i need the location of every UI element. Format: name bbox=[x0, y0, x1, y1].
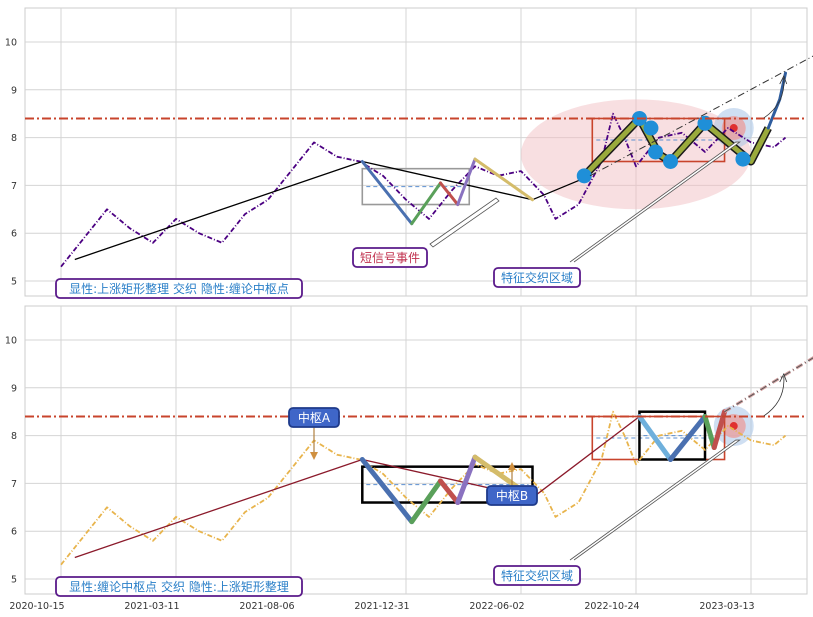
y-tick-label: 6 bbox=[11, 229, 17, 240]
zone-label-box bbox=[493, 565, 581, 586]
curve-arrow-head bbox=[779, 373, 788, 383]
segment-stroke bbox=[702, 413, 717, 451]
zone-label: 特征交织区域 bbox=[501, 568, 573, 583]
y-tick-label: 8 bbox=[11, 133, 17, 144]
segment-stroke bbox=[360, 160, 414, 226]
zhongshu-b-pointer-head bbox=[508, 462, 516, 470]
zone-arrow bbox=[569, 439, 741, 561]
x-tick-label: 2023-03-13 bbox=[699, 601, 754, 612]
pivot-dot bbox=[643, 120, 659, 136]
zhongshu-b-label-box bbox=[486, 485, 538, 506]
x-tick-label: 2020-10-15 bbox=[9, 601, 64, 612]
segment-stroke bbox=[456, 157, 477, 207]
panel-label-box bbox=[55, 576, 303, 597]
event-label-box bbox=[352, 247, 428, 268]
y-tick-label: 10 bbox=[5, 336, 17, 347]
zone-label-box bbox=[493, 267, 581, 288]
pivot-dot bbox=[735, 151, 751, 167]
y-tick-label: 10 bbox=[5, 38, 17, 49]
x-tick-label: 2021-08-06 bbox=[239, 601, 294, 612]
interweave-ellipse bbox=[521, 99, 751, 210]
panel-top: 5 6 7 8 9 10 显性:上涨矩形整理 交织 隐性:缠论中枢点 特征交织区域 短信号事件 bbox=[5, 7, 813, 299]
segment-stroke bbox=[455, 454, 478, 506]
y-tick-label: 8 bbox=[11, 431, 17, 442]
event-label: 短信号事件 bbox=[360, 251, 420, 265]
x-tick-label: 2021-12-31 bbox=[354, 601, 409, 612]
segment-stroke bbox=[409, 478, 443, 525]
segment-stroke bbox=[359, 457, 415, 525]
y-tick-label: 5 bbox=[11, 277, 17, 288]
event-arrow bbox=[429, 197, 500, 248]
segment-stroke bbox=[473, 157, 534, 202]
panel-label-box bbox=[55, 278, 303, 299]
y-tick-label: 6 bbox=[11, 527, 17, 538]
curve-arrow-head bbox=[779, 75, 788, 85]
x-tick-label: 2022-10-24 bbox=[584, 601, 639, 612]
segment-stroke bbox=[636, 413, 673, 462]
curve-arrow bbox=[763, 78, 785, 119]
y-tick-label: 9 bbox=[11, 383, 17, 394]
price-line bbox=[60, 410, 787, 566]
segment-stroke bbox=[439, 181, 460, 207]
zone-arrow bbox=[569, 141, 741, 263]
trend-line bbox=[74, 160, 591, 261]
panel-label: 显性:缠论中枢点 交织 隐性:上涨矩形整理 bbox=[69, 579, 289, 594]
curve-arrow bbox=[763, 376, 785, 417]
panel-label: 显性:上涨矩形整理 交织 隐性:缠论中枢点 bbox=[69, 281, 289, 296]
zhongshu-box bbox=[361, 167, 471, 206]
segment-stroke bbox=[668, 413, 708, 462]
zhongshu-a-label-box bbox=[288, 407, 340, 428]
segment-stroke bbox=[410, 181, 442, 226]
price-line bbox=[60, 112, 787, 268]
panel-bottom: 5 6 7 8 9 10 显性:缠论中枢点 交织 隐性:上涨矩形整理 特征交织区域 中枢A 中枢B… bbox=[5, 305, 813, 612]
pivot-dot bbox=[697, 115, 713, 131]
segment-stroke bbox=[711, 409, 728, 451]
x-tick-label: 2021-03-11 bbox=[124, 601, 179, 612]
pivot-dot bbox=[663, 154, 678, 169]
projection-line bbox=[589, 55, 813, 177]
trend-line bbox=[74, 415, 640, 559]
y-tick-label: 7 bbox=[11, 479, 17, 490]
plot-area bbox=[24, 305, 808, 595]
y-tick-label: 5 bbox=[11, 575, 17, 586]
zhongshu-a-pointer-head bbox=[310, 452, 318, 460]
zhongshu-b-label: 中枢B bbox=[496, 488, 528, 503]
y-tick-label: 7 bbox=[11, 181, 17, 192]
zone-label: 特征交织区域 bbox=[501, 270, 573, 285]
pivot-dot bbox=[576, 168, 592, 184]
x-tick-label: 2022-06-02 bbox=[469, 601, 524, 612]
y-tick-label: 9 bbox=[11, 85, 17, 96]
zhongshu-a-label: 中枢A bbox=[298, 410, 331, 425]
pivot-dot bbox=[648, 144, 664, 160]
segment-stroke bbox=[438, 478, 461, 506]
zhongshu-box bbox=[361, 465, 534, 504]
